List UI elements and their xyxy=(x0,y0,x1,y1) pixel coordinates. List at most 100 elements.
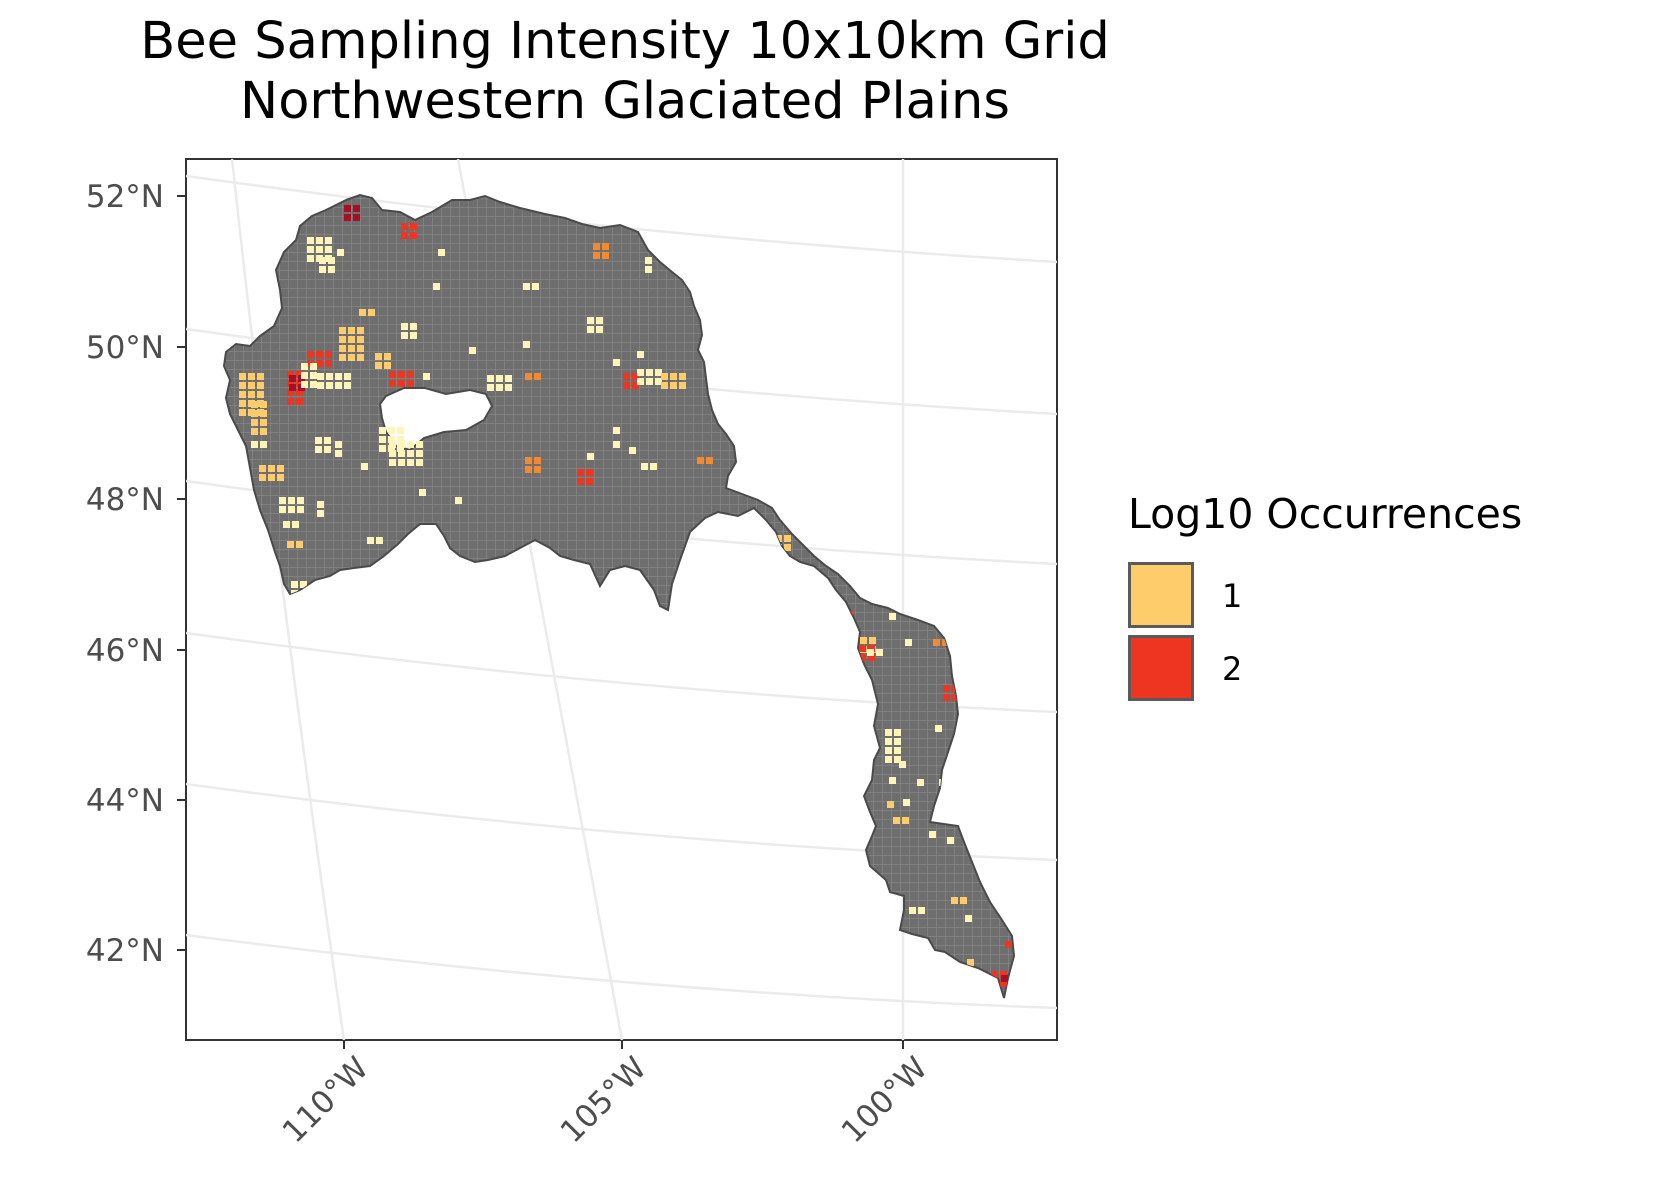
sampled-cell xyxy=(335,450,342,457)
sampled-cell xyxy=(587,317,594,324)
sampled-cell xyxy=(301,381,308,388)
sampled-cell xyxy=(929,831,936,838)
sampled-cell xyxy=(357,327,364,334)
sampled-cell xyxy=(909,907,916,914)
sampled-cell xyxy=(251,410,258,417)
sampled-cell xyxy=(389,380,396,387)
sampled-cell xyxy=(943,685,950,692)
sampled-cell xyxy=(257,391,264,398)
sampled-cell xyxy=(289,375,296,382)
sampled-cell xyxy=(885,738,892,745)
sampled-cell xyxy=(335,373,342,380)
sampled-cell xyxy=(943,694,950,701)
sampled-cell xyxy=(251,401,258,408)
sampled-cell xyxy=(239,391,246,398)
sampled-cell xyxy=(296,389,303,396)
sampled-cell xyxy=(326,382,333,389)
sampled-cell xyxy=(319,266,326,273)
sampled-cell xyxy=(259,474,266,481)
sampled-cell xyxy=(860,637,867,644)
y-tick-label: 46°N xyxy=(86,633,164,669)
sampled-cell xyxy=(670,373,677,380)
sampled-cell xyxy=(525,457,532,464)
sampled-cell xyxy=(455,497,462,504)
sampled-cell xyxy=(353,214,360,221)
sampled-cell xyxy=(368,309,375,316)
y-tick-label: 44°N xyxy=(86,783,164,819)
y-axis xyxy=(177,195,186,951)
sampled-cell xyxy=(935,725,942,732)
sampled-cell xyxy=(300,581,307,588)
sampled-cell xyxy=(339,354,346,361)
sampled-cell xyxy=(876,649,883,656)
sampled-cell xyxy=(375,362,382,369)
sampled-cell xyxy=(903,799,910,806)
sampled-cell xyxy=(645,257,652,264)
sampled-cell xyxy=(307,351,314,358)
map-title: Bee Sampling Intensity 10x10km Grid Nort… xyxy=(0,12,1250,132)
sampled-cell xyxy=(319,257,326,264)
sampled-cell xyxy=(397,445,404,452)
sampled-cell xyxy=(384,353,391,360)
sampled-cell xyxy=(335,382,342,389)
sampled-cell xyxy=(933,639,940,646)
sampled-cell xyxy=(296,398,303,405)
sampled-cell xyxy=(379,445,386,452)
sampled-cell xyxy=(623,373,630,380)
sampled-cell xyxy=(655,378,662,385)
sampled-cell xyxy=(917,779,924,786)
sampled-cell xyxy=(283,521,290,528)
sampled-cell xyxy=(650,463,657,470)
sampled-cell xyxy=(419,489,426,496)
sampled-cell xyxy=(645,266,652,273)
sampled-cell xyxy=(316,237,323,244)
sampled-cell xyxy=(397,427,404,434)
y-tick-label: 50°N xyxy=(86,330,164,366)
sampled-cell xyxy=(260,410,267,417)
sampled-cell xyxy=(655,369,662,376)
sampled-cell xyxy=(641,463,648,470)
sampled-cell xyxy=(894,738,901,745)
sampled-cell xyxy=(361,463,368,470)
sampled-cell xyxy=(646,378,653,385)
sampled-cell xyxy=(602,252,609,259)
sampled-cell xyxy=(317,382,324,389)
sampled-cell xyxy=(1005,941,1012,948)
sampled-cell xyxy=(317,373,324,380)
sampled-cell xyxy=(325,246,332,253)
sampled-cells xyxy=(239,205,1012,987)
sampled-cell xyxy=(326,373,333,380)
sampled-cell xyxy=(697,457,704,464)
sampled-cell xyxy=(869,637,876,644)
sampled-cell xyxy=(942,639,949,646)
sampled-cell xyxy=(379,436,386,443)
sampled-cell xyxy=(335,441,342,448)
title-line-2: Northwestern Glaciated Plains xyxy=(240,72,1010,131)
sampled-cell xyxy=(632,373,639,380)
sampled-cell xyxy=(706,457,713,464)
sampled-cell xyxy=(257,373,264,380)
sampled-cell xyxy=(375,353,382,360)
sampled-cell xyxy=(398,380,405,387)
sampled-cell xyxy=(407,450,414,457)
sampled-cell xyxy=(505,384,512,391)
sampled-cell xyxy=(885,756,892,763)
sampled-cell xyxy=(416,441,423,448)
sampled-cell xyxy=(325,237,332,244)
sampled-cell xyxy=(251,428,258,435)
sampled-cell xyxy=(613,427,620,434)
sampled-cell xyxy=(410,223,417,230)
sampled-cell xyxy=(867,649,874,656)
sampled-cell xyxy=(277,474,284,481)
sampled-cell xyxy=(407,380,414,387)
sampled-cell xyxy=(324,437,331,444)
sampled-cell xyxy=(423,373,430,380)
sampled-cell xyxy=(960,897,967,904)
sampled-cell xyxy=(889,777,896,784)
sampled-cell xyxy=(239,373,246,380)
sampled-cell xyxy=(410,332,417,339)
sampled-cell xyxy=(257,382,264,389)
sampled-cell xyxy=(894,756,901,763)
sampled-cell xyxy=(577,478,584,485)
